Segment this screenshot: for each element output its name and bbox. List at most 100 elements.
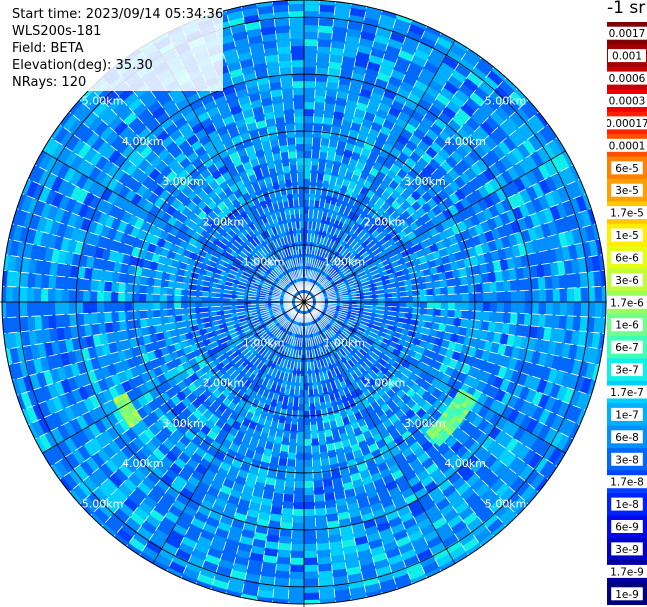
range-gate-cell <box>334 243 341 252</box>
ray-separator <box>303 223 596 303</box>
range-gate-cell <box>77 480 93 497</box>
range-gate-cell <box>217 393 227 404</box>
range-gate-cell <box>69 99 83 115</box>
range-gate-cell <box>405 307 413 314</box>
range-gate-cell <box>424 110 439 124</box>
range-gate-cell <box>111 311 120 323</box>
range-gate-cell <box>165 388 177 399</box>
range-gate-cell <box>475 158 489 173</box>
range-gate-cell <box>244 387 253 397</box>
range-gate-cell <box>101 343 111 356</box>
range-gate-cell <box>107 191 119 205</box>
range-gate-cell <box>228 465 240 476</box>
range-gate-cell <box>324 231 331 240</box>
range-gate-cell <box>502 452 517 468</box>
range-gate-cell <box>414 487 429 500</box>
range-gate-cell <box>208 375 218 385</box>
range-gate-cell <box>431 273 440 282</box>
range-gate-cell <box>311 375 317 383</box>
range-gate-cell <box>356 341 364 349</box>
range-gate-cell <box>500 391 513 406</box>
range-gate-cell <box>188 424 201 436</box>
range-gate-cell <box>322 280 329 287</box>
range-gate-cell <box>502 312 511 324</box>
range-gate-cell <box>42 451 55 467</box>
range-gate-cell <box>88 408 101 423</box>
range-gate-cell <box>154 419 166 432</box>
range-gate-cell <box>159 200 171 213</box>
range-gate-cell <box>304 262 307 271</box>
range-gate-cell <box>336 332 344 340</box>
range-gate-cell <box>269 328 277 335</box>
range-gate-cell <box>500 355 511 369</box>
range-gate-cell <box>325 324 332 331</box>
range-gate-cell <box>317 39 332 48</box>
range-gate-cell <box>186 441 199 453</box>
range-gate-cell <box>241 359 250 368</box>
range-gate-cell <box>217 283 225 290</box>
range-gate-cell <box>249 249 257 258</box>
range-gate-cell <box>469 92 485 107</box>
range-gate-cell <box>432 360 442 371</box>
range-gate-cell <box>365 436 376 447</box>
range-gate-cell <box>461 363 472 375</box>
range-gate-cell <box>237 498 251 509</box>
range-gate-cell <box>268 427 277 437</box>
range-gate-cell <box>483 181 496 195</box>
range-gate-cell <box>33 230 44 246</box>
range-gate-cell <box>105 130 119 146</box>
range-gate-cell <box>322 180 330 189</box>
range-gate-cell <box>471 202 483 215</box>
range-gate-cell <box>405 30 423 43</box>
range-gate-cell <box>536 210 548 226</box>
range-gate-cell <box>334 228 341 237</box>
range-gate-cell <box>335 447 345 457</box>
range-gate-cell <box>235 505 249 516</box>
range-gate-cell <box>189 343 199 353</box>
range-gate-cell <box>34 302 42 317</box>
range-gate-cell <box>544 176 558 193</box>
range-gate-cell <box>130 366 141 378</box>
range-gate-cell <box>443 184 455 197</box>
range-gate-cell <box>361 239 370 248</box>
range-gate-cell <box>446 278 455 287</box>
range-gate-cell <box>304 438 312 446</box>
range-gate-cell <box>345 407 355 417</box>
range-gate-cell <box>153 503 169 517</box>
range-gate-cell <box>90 357 101 371</box>
range-gate-cell <box>436 554 453 568</box>
range-gate-cell <box>490 227 501 241</box>
range-gate-cell <box>140 220 151 233</box>
range-gate-cell <box>38 153 52 170</box>
range-gate-cell <box>262 266 270 274</box>
range-gate-cell <box>224 501 238 513</box>
range-gate-cell <box>288 273 293 281</box>
range-gate-cell <box>494 85 510 102</box>
range-gate-cell <box>352 449 364 459</box>
range-gate-cell <box>151 253 161 263</box>
range-gate-cell <box>350 151 361 162</box>
range-gate-cell <box>275 313 283 318</box>
range-gate-cell <box>226 202 236 212</box>
range-gate-cell <box>325 506 338 515</box>
range-gate-cell <box>73 374 85 389</box>
range-gate-cell <box>314 193 322 202</box>
range-gate-cell <box>72 102 88 119</box>
range-gate-cell <box>330 547 345 557</box>
range-gate-cell <box>453 277 462 287</box>
range-gate-cell <box>267 286 275 291</box>
range-gate-cell <box>113 101 129 117</box>
range-gate-cell <box>419 423 431 436</box>
range-gate-cell <box>219 341 228 350</box>
range-gate-cell <box>562 387 575 404</box>
range-gate-cell <box>172 428 185 441</box>
range-gate-cell <box>442 484 457 498</box>
range-gate-cell <box>351 381 360 391</box>
range-gate-cell <box>531 302 539 315</box>
range-gate-cell <box>434 337 444 347</box>
range-gate-cell <box>217 318 226 325</box>
range-gate-cell <box>556 260 566 276</box>
range-gate-cell <box>77 325 86 338</box>
range-gate-cell <box>217 374 227 385</box>
range-gate-cell <box>338 281 347 287</box>
